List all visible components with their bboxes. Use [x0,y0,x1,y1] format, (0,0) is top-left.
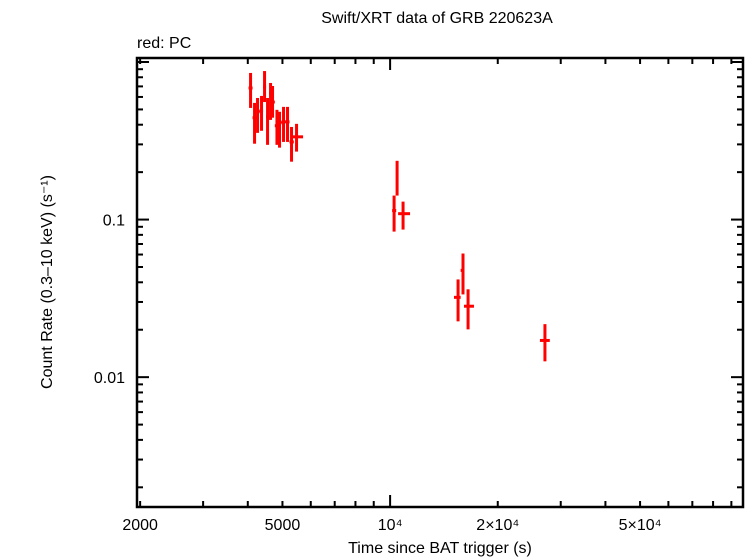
data-point [463,289,474,330]
data-point [398,201,411,230]
x-tick-labels: 2000 5000 10⁴ 2×10⁴ 5×10⁴ [122,517,661,534]
data-points [248,71,550,362]
y-tick-label: 0.1 [103,213,125,230]
chart-subtitle: red: PC [137,35,191,52]
x-tick-label: 10⁴ [378,517,403,534]
y-axis-label: Count Rate (0.3–10 keV) (s⁻¹) [39,175,56,389]
data-point [274,109,279,145]
y-tick-labels: 0.1 0.01 [94,213,125,388]
data-point [539,324,550,362]
data-point [281,106,286,142]
plot-frame [135,56,745,509]
data-point [290,123,304,152]
data-point [278,111,282,148]
data-point [289,126,294,162]
data-point [271,86,275,118]
x-tick-label: 5000 [265,517,301,534]
x-axis-label: Time since BAT trigger (s) [348,540,532,557]
data-point [454,279,461,322]
data-point [259,95,264,131]
data-point [248,72,253,108]
data-point [252,102,257,144]
axis-ticks [137,58,743,507]
x-tick-label: 2×10⁴ [476,517,519,534]
data-point [263,71,267,103]
data-point [460,253,465,295]
data-point [285,106,290,142]
x-tick-label: 2000 [122,517,158,534]
data-point [266,97,270,145]
data-point [392,195,397,232]
data-point [395,160,399,196]
data-point [256,97,260,133]
y-tick-label: 0.01 [94,370,125,387]
chart-title: Swift/XRT data of GRB 220623A [321,10,553,27]
x-tick-label: 5×10⁴ [619,517,662,534]
